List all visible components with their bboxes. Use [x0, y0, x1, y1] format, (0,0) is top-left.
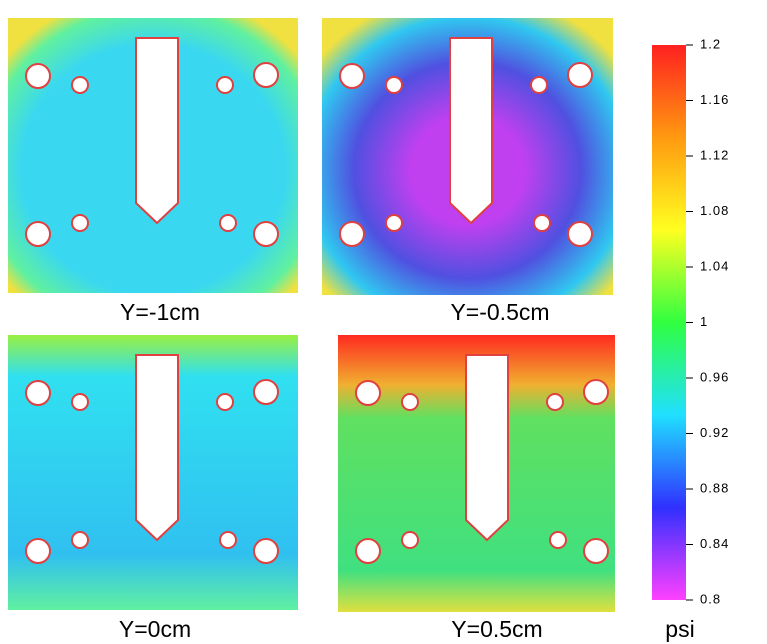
- panel-label: Y=-0.5cm: [450, 299, 549, 325]
- tick-label: 1.2: [700, 36, 721, 51]
- panel-label: Y=0.5cm: [451, 616, 542, 642]
- figure: Y=-1cm Y=-0.5cm Y=0cm Y=0.5cm psi 0.8 0.8…: [0, 0, 767, 644]
- tick-label: 0.92: [700, 425, 729, 440]
- panel-1: [8, 18, 298, 293]
- panel-label: Y=-1cm: [120, 299, 200, 325]
- colorbar-label: psi: [665, 616, 694, 642]
- tick-label: 1: [700, 314, 708, 329]
- tick-label: 0.84: [700, 536, 729, 551]
- panel-2: [322, 18, 613, 295]
- colorbar: [652, 45, 686, 600]
- panel-label: Y=0cm: [119, 616, 191, 642]
- panel-4: [338, 335, 615, 612]
- tick-label: 1.08: [700, 203, 729, 218]
- tick-label: 0.8: [700, 591, 721, 606]
- tick-label: 0.88: [700, 480, 729, 495]
- tick-label: 1.04: [700, 258, 729, 273]
- tick-label: 1.16: [700, 92, 729, 107]
- tick-label: 0.96: [700, 369, 729, 384]
- panel-3: [8, 335, 298, 610]
- tick-label: 1.12: [700, 147, 729, 162]
